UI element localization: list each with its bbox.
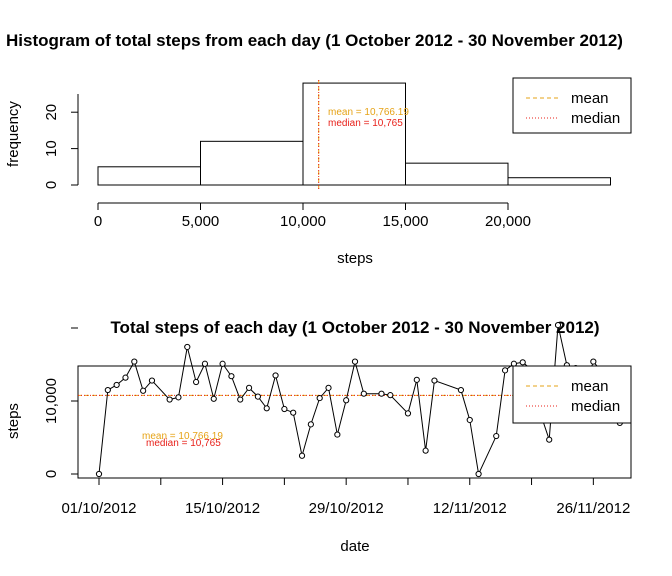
line-chart-point-34	[422, 447, 429, 454]
histogram-y-tick-label-2: 20	[43, 104, 60, 121]
line-chart-point-25	[325, 384, 332, 391]
histogram-y-tick-label-1: 10	[43, 140, 60, 157]
line-chart-point-36	[457, 386, 465, 394]
line-chart-ticks: 0 10,000 01/10/2012 15/10/2012 29/10/2012 12/…	[43, 327, 630, 517]
histogram-y-label: frequency	[5, 101, 22, 167]
line-chart-legend: mean median	[512, 365, 632, 424]
histogram-bars	[97, 82, 611, 186]
line-chart-legend-mean: mean	[571, 378, 609, 395]
line-chart-point-40	[501, 367, 509, 374]
line-chart-point-1	[104, 386, 111, 394]
line-chart-point-19	[272, 372, 279, 379]
histogram-legend-box	[512, 77, 632, 134]
histogram-x-label: steps	[337, 250, 373, 267]
line-chart-point-39	[493, 432, 500, 440]
line-chart-point-29	[360, 390, 367, 397]
line-chart-point-46	[554, 321, 562, 329]
line-chart-point-50	[590, 358, 597, 365]
histogram-x-tick-label-1: 5,000	[182, 213, 220, 230]
histogram-x-tick-label-2: 10,000	[280, 213, 326, 230]
histogram-ticks: 0 5,000 10,000 15,000 20,000 0 10 20	[43, 104, 531, 230]
line-chart-point-18	[263, 405, 270, 412]
line-chart-point-5	[140, 387, 147, 394]
line-chart-point-13	[219, 360, 226, 367]
line-chart-x-label: date	[340, 538, 369, 555]
line-chart-median-annotation: median = 10,765	[146, 438, 221, 449]
line-chart-point-32	[404, 410, 412, 417]
histogram-median-annotation: median = 10,765	[328, 118, 403, 129]
histogram-legend: mean median	[512, 77, 632, 134]
line-chart-point-45	[546, 436, 553, 443]
line-chart-point-9	[184, 343, 191, 351]
line-chart-point-24	[316, 394, 323, 402]
line-chart-point-3	[122, 374, 129, 381]
line-chart-point-16	[245, 384, 253, 391]
line-chart-point-7	[166, 396, 173, 403]
line-chart-legend-median: median	[571, 398, 620, 415]
line-chart-x-tick-label-3: 12/11/2012	[433, 500, 507, 517]
line-chart-point-33	[413, 376, 420, 383]
line-chart-x-tick-label-1: 15/10/2012	[185, 500, 260, 517]
line-chart-series	[95, 321, 623, 478]
line-chart-point-30	[378, 390, 385, 397]
line-chart-point-10	[193, 378, 200, 386]
line-chart-point-2	[113, 381, 120, 389]
line-chart-y-tick-label-0: 0	[43, 470, 60, 478]
line-chart-x-tick-label-4: 26/11/2012	[556, 500, 630, 517]
histogram-x-tick-label-0: 0	[94, 213, 102, 230]
histogram-bar-1	[200, 140, 304, 186]
histogram-bar-4	[507, 177, 611, 186]
line-chart-point-15	[237, 396, 244, 403]
line-chart-mean-annotation: mean = 10,766.19	[142, 431, 223, 442]
line-chart-legend-box	[512, 365, 632, 424]
line-chart-point-22	[298, 452, 306, 459]
histogram-mean-annotation: mean = 10,766.19	[328, 107, 409, 118]
histogram-title: Histogram of total steps from each day (…	[6, 31, 623, 50]
line-chart-y-tick-label-1: 10,000	[43, 378, 60, 424]
line-chart-x-tick-label-0: 01/10/2012	[61, 500, 136, 517]
line-chart-x-tick-label-2: 29/10/2012	[309, 500, 384, 517]
line-chart-point-14	[228, 373, 235, 380]
histogram-x-tick-label-3: 15,000	[383, 213, 429, 230]
line-chart-point-12	[210, 395, 217, 402]
line-chart-point-0	[95, 470, 103, 478]
histogram-legend-mean: mean	[571, 90, 609, 107]
line-chart-point-38	[475, 470, 482, 478]
histogram-legend-median: median	[571, 110, 620, 127]
line-chart-point-20	[281, 405, 288, 413]
line-chart-y-label: steps	[5, 403, 22, 439]
line-chart-point-35	[431, 377, 438, 384]
histogram-y-tick-label-0: 0	[43, 181, 60, 189]
line-chart-point-31	[387, 392, 394, 399]
histogram-x-tick-label-4: 20,000	[485, 213, 531, 230]
line-chart-point-17	[254, 393, 261, 400]
line-chart-title: Total steps of each day (1 October 2012 …	[110, 318, 599, 337]
line-chart-point-37	[466, 416, 473, 424]
histogram-bar-3	[405, 162, 509, 186]
histogram-bar-2	[302, 82, 406, 186]
line-chart-point-28	[351, 358, 359, 365]
line-chart-point-27	[343, 397, 350, 404]
line-chart-point-42	[519, 359, 526, 366]
line-chart-point-23	[307, 421, 314, 428]
line-chart-point-11	[201, 360, 209, 367]
line-chart-point-6	[148, 377, 156, 384]
line-chart-point-8	[175, 394, 182, 401]
line-chart-point-26	[334, 431, 341, 438]
line-chart-point-21	[290, 409, 297, 416]
line-chart-point-4	[131, 358, 138, 365]
histogram-bar-0	[97, 166, 201, 186]
